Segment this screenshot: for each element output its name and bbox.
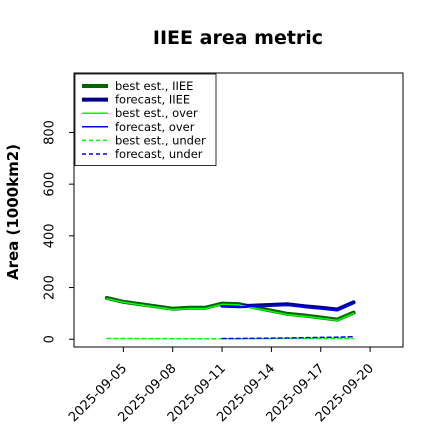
legend-label-5: forecast, under xyxy=(115,147,203,161)
legend-label-1: forecast, IIEE xyxy=(115,93,190,107)
y-axis-label: Area (1000km2) xyxy=(4,144,22,280)
series-layer xyxy=(104,295,356,340)
legend-box xyxy=(74,73,217,166)
y-tick-label: 400 xyxy=(43,223,58,248)
y-tick-label: 200 xyxy=(43,275,58,300)
legend-label-2: best est., over xyxy=(115,106,198,120)
x-ticks: 2025-09-052025-09-082025-09-112025-09-14… xyxy=(66,347,377,425)
legend-label-3: forecast, over xyxy=(115,120,195,134)
series-line-2 xyxy=(106,297,355,322)
y-tick-label: 800 xyxy=(43,120,58,145)
y-ticks: 0 200 400 600 800 xyxy=(43,120,74,343)
plot-frame xyxy=(73,72,404,348)
y-tick-label: 600 xyxy=(43,172,58,197)
chart-title: IIEE area metric xyxy=(153,27,323,49)
y-tick-label: 0 xyxy=(43,335,58,343)
legend-label-4: best est., under xyxy=(115,133,206,147)
legend-label-0: best est., IIEE xyxy=(115,79,193,93)
series-line-3 xyxy=(221,302,355,312)
series-line-5 xyxy=(221,335,355,340)
